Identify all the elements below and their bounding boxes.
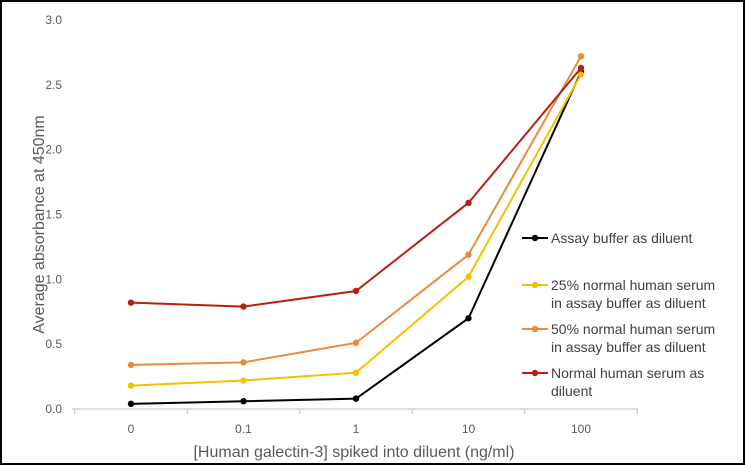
series-1: [127, 68, 585, 408]
series-line: [130, 73, 582, 387]
y-tick-label: 2.5: [45, 78, 62, 92]
y-tick-label: 0.0: [45, 402, 62, 416]
x-tick-label: 0.1: [235, 422, 252, 436]
legend-entry-2: 25% normal human serum in assay buffer as…: [522, 277, 715, 311]
data-point: [465, 199, 472, 207]
data-point: [127, 361, 135, 369]
data-point: [352, 369, 360, 376]
x-tick-label: 1: [353, 422, 360, 436]
legend-label: in assay buffer as diluent: [551, 339, 706, 355]
legend-swatch-marker: [531, 234, 539, 242]
y-tick-labels: 0.0 0.5 1.0 1.5 2.0 2.5 3.0: [45, 13, 62, 416]
legend: Assay buffer as diluent 25% normal human …: [522, 230, 715, 399]
y-tick-label: 2.0: [45, 143, 62, 157]
data-point: [577, 64, 585, 72]
series-group: [127, 53, 585, 408]
y-tick-label: 1.5: [45, 208, 62, 222]
legend-label: 50% normal human serum: [551, 321, 715, 337]
data-point: [240, 303, 247, 310]
legend-entry-1: Assay buffer as diluent: [522, 230, 692, 246]
data-point: [352, 339, 360, 347]
data-point: [127, 400, 135, 408]
y-tick-label: 1.0: [45, 272, 62, 286]
data-point: [465, 273, 472, 280]
axes: [72, 408, 638, 414]
data-point: [352, 395, 360, 402]
legend-label: in assay buffer as diluent: [551, 295, 706, 311]
series-line: [130, 71, 582, 405]
data-point: [465, 251, 472, 258]
series-line: [130, 67, 582, 308]
series-3: [127, 53, 585, 369]
data-point: [127, 299, 135, 306]
x-tick-label: 10: [462, 422, 476, 436]
data-point: [240, 377, 247, 384]
x-axis-title: [Human galectin-3] spiked into diluent (…: [193, 444, 514, 461]
y-tick-label: 0.5: [45, 337, 62, 351]
series-4: [127, 64, 585, 310]
legend-entry-4: Normal human serum as diluent: [522, 365, 704, 399]
legend-label: Assay buffer as diluent: [551, 230, 692, 246]
data-point: [127, 382, 135, 389]
legend-label: diluent: [551, 383, 592, 399]
legend-entry-3: 50% normal human serum in assay buffer as…: [522, 321, 715, 355]
legend-swatch-marker: [531, 325, 539, 333]
y-axis-title: Average absorbance at 450nm: [31, 115, 48, 334]
legend-label: 25% normal human serum: [551, 277, 715, 293]
legend-swatch-marker: [531, 369, 539, 377]
series-2: [127, 71, 585, 389]
data-point: [240, 359, 247, 366]
data-point: [465, 315, 472, 322]
data-point: [577, 71, 585, 78]
x-tick-label: 0: [128, 422, 135, 436]
y-tick-label: 3.0: [45, 13, 62, 27]
series-line: [130, 55, 582, 366]
legend-swatch-marker: [531, 281, 539, 289]
data-point: [577, 53, 585, 60]
x-tick-label: 100: [571, 422, 591, 436]
x-tick-labels: 0 0.1 1 10 100: [128, 422, 592, 436]
data-point: [352, 287, 360, 295]
data-point: [240, 398, 247, 405]
legend-label: Normal human serum as: [551, 365, 704, 381]
